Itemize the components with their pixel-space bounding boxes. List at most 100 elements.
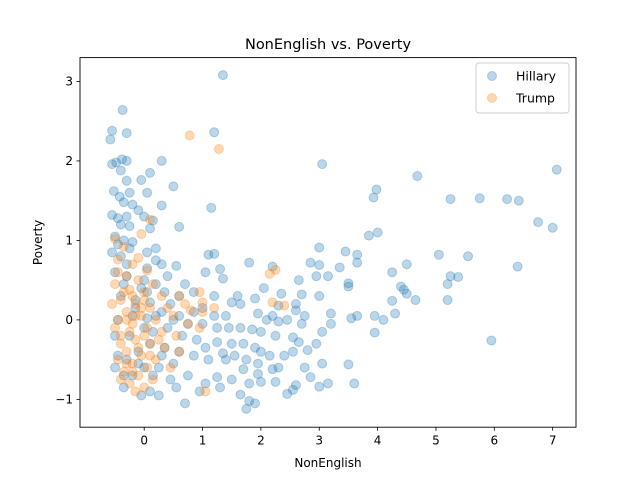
data-point-hillary [325,308,336,319]
data-point-trump [142,265,153,276]
data-point-hillary [264,350,275,361]
data-point-hillary [273,316,284,327]
x-axis: 0 1 2 3 4 5 6 7 [140,427,556,448]
data-point-hillary [209,291,220,302]
data-point-hillary [168,314,179,325]
data-point-trump [112,354,123,365]
data-point-trump [130,386,141,397]
data-point-trump [209,302,220,313]
data-point-hillary [206,202,217,213]
data-point-hillary [323,271,333,282]
data-point-hillary [343,278,354,289]
data-point-hillary [343,281,354,292]
legend-label-trump: Trump [515,91,555,106]
data-point-hillary [238,338,249,349]
data-point-trump [130,310,141,321]
data-point-hillary [188,306,199,317]
data-point-trump [127,318,138,329]
data-point-trump [150,354,161,365]
data-point-hillary [114,191,125,202]
data-point-hillary [220,310,231,321]
data-point-hillary [209,127,220,138]
data-point-hillary [252,368,263,379]
data-point-hillary [474,193,485,204]
data-point-hillary [352,257,363,268]
data-point-trump [107,299,118,309]
data-point-hillary [111,157,122,168]
data-point-hillary [235,299,246,309]
data-point-hillary [217,70,228,81]
data-point-trump [110,233,121,244]
data-point-hillary [371,184,382,195]
data-point-trump [112,267,123,278]
data-point-hillary [110,362,121,373]
data-point-hillary [287,346,298,357]
data-point-trump [121,306,132,317]
data-point-trump [136,310,147,321]
data-point-trump [115,338,126,349]
data-point-hillary [410,295,421,306]
data-point-hillary [547,222,558,233]
data-point-trump [270,264,281,275]
data-point-trump [171,330,182,341]
data-point-hillary [156,259,167,270]
data-point-hillary [108,186,119,197]
data-point-hillary [252,308,263,319]
data-point-hillary [130,302,141,313]
data-point-hillary [191,334,202,345]
data-point-hillary [209,310,220,321]
data-point-trump [153,334,164,345]
data-point-hillary [188,350,199,361]
data-point-hillary [442,279,453,290]
data-point-hillary [200,378,211,389]
data-point-hillary [387,295,398,306]
data-point-hillary [445,194,456,205]
data-point-hillary [110,267,121,278]
data-point-hillary [352,249,363,260]
data-point-hillary [314,260,325,271]
data-point-hillary [299,310,310,321]
data-point-hillary [194,386,205,397]
data-point-hillary [105,134,116,145]
data-point-hillary [267,310,278,321]
data-point-hillary [293,275,304,286]
data-point-hillary [314,291,325,302]
data-point-hillary [372,227,383,238]
data-point-hillary [250,293,261,304]
data-point-trump [194,287,205,298]
data-point-hillary [177,330,188,341]
data-point-hillary [226,297,237,308]
data-point-hillary [121,128,132,139]
data-point-hillary [150,255,161,266]
data-point-hillary [165,299,176,309]
data-point-trump [110,279,121,290]
data-point-hillary [369,327,380,338]
data-point-hillary [197,302,208,313]
data-point-trump [174,291,185,302]
data-point-hillary [118,279,129,290]
data-point-hillary [112,314,123,325]
data-point-hillary [142,263,153,274]
chart-title: NonEnglish vs. Poverty [245,37,411,53]
data-point-hillary [124,243,135,254]
data-point-hillary [395,281,406,292]
data-point-hillary [486,335,497,346]
x-tick-label: 6 [490,434,498,448]
data-point-hillary [145,297,156,308]
legend: Hillary Trump [475,62,570,114]
data-point-hillary [412,171,423,182]
data-point-trump [200,386,211,397]
data-point-trump [168,310,179,321]
data-point-trump [185,305,196,316]
data-point-hillary [203,249,214,260]
data-point-hillary [127,370,138,381]
data-point-hillary [267,261,278,272]
data-point-hillary [168,358,179,369]
data-point-hillary [302,345,313,356]
data-point-trump [121,358,132,369]
x-tick-label: 3 [315,434,323,448]
data-point-hillary [398,284,409,295]
data-point-trump [133,252,144,263]
legend-marker-trump [487,93,497,103]
data-point-hillary [180,398,191,409]
